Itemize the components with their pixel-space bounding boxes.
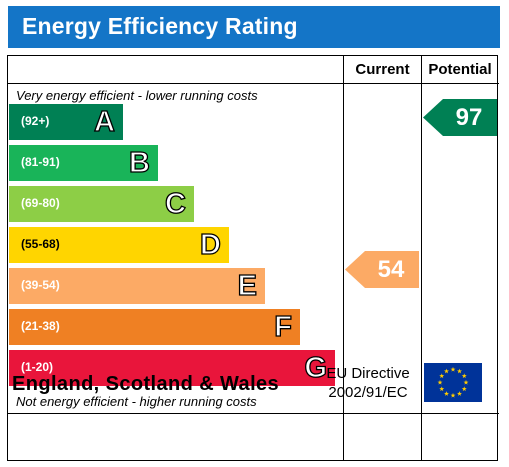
current-rating-value: 54 bbox=[377, 256, 405, 283]
potential-column-header: Potential bbox=[428, 61, 492, 78]
eu-star-icon bbox=[450, 366, 456, 372]
band-letter: D bbox=[199, 228, 221, 261]
band-range: (1-20) bbox=[21, 360, 54, 374]
band-range: (21-38) bbox=[21, 319, 60, 333]
band-e: (39-54) E bbox=[9, 268, 265, 304]
band-b: (81-91) B bbox=[9, 145, 158, 181]
title-bar: Energy Efficiency Rating bbox=[8, 6, 500, 48]
band-letter: A bbox=[93, 105, 115, 138]
potential-arrow-shape bbox=[423, 99, 497, 136]
band-letter: E bbox=[237, 269, 258, 302]
inefficient-note: Not energy efficient - higher running co… bbox=[16, 394, 257, 409]
band-range: (55-68) bbox=[21, 237, 60, 251]
band-g: (1-20) G bbox=[9, 350, 335, 386]
page-title: Energy Efficiency Rating bbox=[22, 13, 298, 39]
header-divider bbox=[8, 83, 499, 84]
eu-star-icon bbox=[457, 368, 462, 374]
eu-star-icon bbox=[444, 368, 449, 374]
band-letter: B bbox=[128, 146, 150, 179]
column-divider-current bbox=[343, 56, 344, 460]
band-letter: F bbox=[274, 310, 293, 343]
eu-star-icon bbox=[457, 391, 462, 396]
eu-star-icon bbox=[437, 379, 443, 385]
directive-line-2: 2002/91/EC bbox=[328, 384, 408, 401]
current-column-header: Current bbox=[355, 61, 410, 78]
band-c: (69-80) C bbox=[9, 186, 194, 222]
eu-flag-icon bbox=[424, 363, 482, 402]
band-range: (92+) bbox=[21, 114, 50, 128]
band-range: (69-80) bbox=[21, 196, 60, 210]
footer-divider bbox=[8, 413, 499, 414]
country-label: England, Scotland & Wales bbox=[12, 373, 280, 395]
band-range: (81-91) bbox=[21, 155, 60, 169]
band-d: (55-68) D bbox=[9, 227, 229, 263]
eu-star-icon bbox=[450, 392, 456, 398]
band-letter: G bbox=[304, 351, 328, 384]
rating-table: Current Potential Very energy efficient … bbox=[7, 55, 499, 461]
eu-star-icon bbox=[463, 379, 469, 385]
eu-directive: EU Directive 2002/91/EC bbox=[320, 364, 416, 402]
band-f: (21-38) F bbox=[9, 309, 300, 345]
eu-star-icon bbox=[444, 391, 449, 396]
eu-star-icon bbox=[439, 373, 445, 379]
eu-star-icon bbox=[461, 386, 467, 392]
current-rating-arrow: 54 bbox=[345, 251, 420, 288]
directive-line-1: EU Directive bbox=[326, 365, 410, 382]
potential-rating-arrow: 97 bbox=[423, 99, 498, 136]
efficient-note: Very energy efficient - lower running co… bbox=[16, 88, 258, 103]
potential-rating-value: 97 bbox=[455, 104, 483, 131]
column-divider-potential bbox=[421, 56, 422, 460]
eu-star-icon bbox=[461, 373, 467, 379]
band-letter: C bbox=[164, 187, 186, 220]
current-arrow-shape bbox=[345, 251, 419, 288]
band-a: (92+) A bbox=[9, 104, 123, 140]
band-range: (39-54) bbox=[21, 278, 60, 292]
eu-star-icon bbox=[439, 386, 445, 392]
eu-stars bbox=[437, 366, 469, 398]
